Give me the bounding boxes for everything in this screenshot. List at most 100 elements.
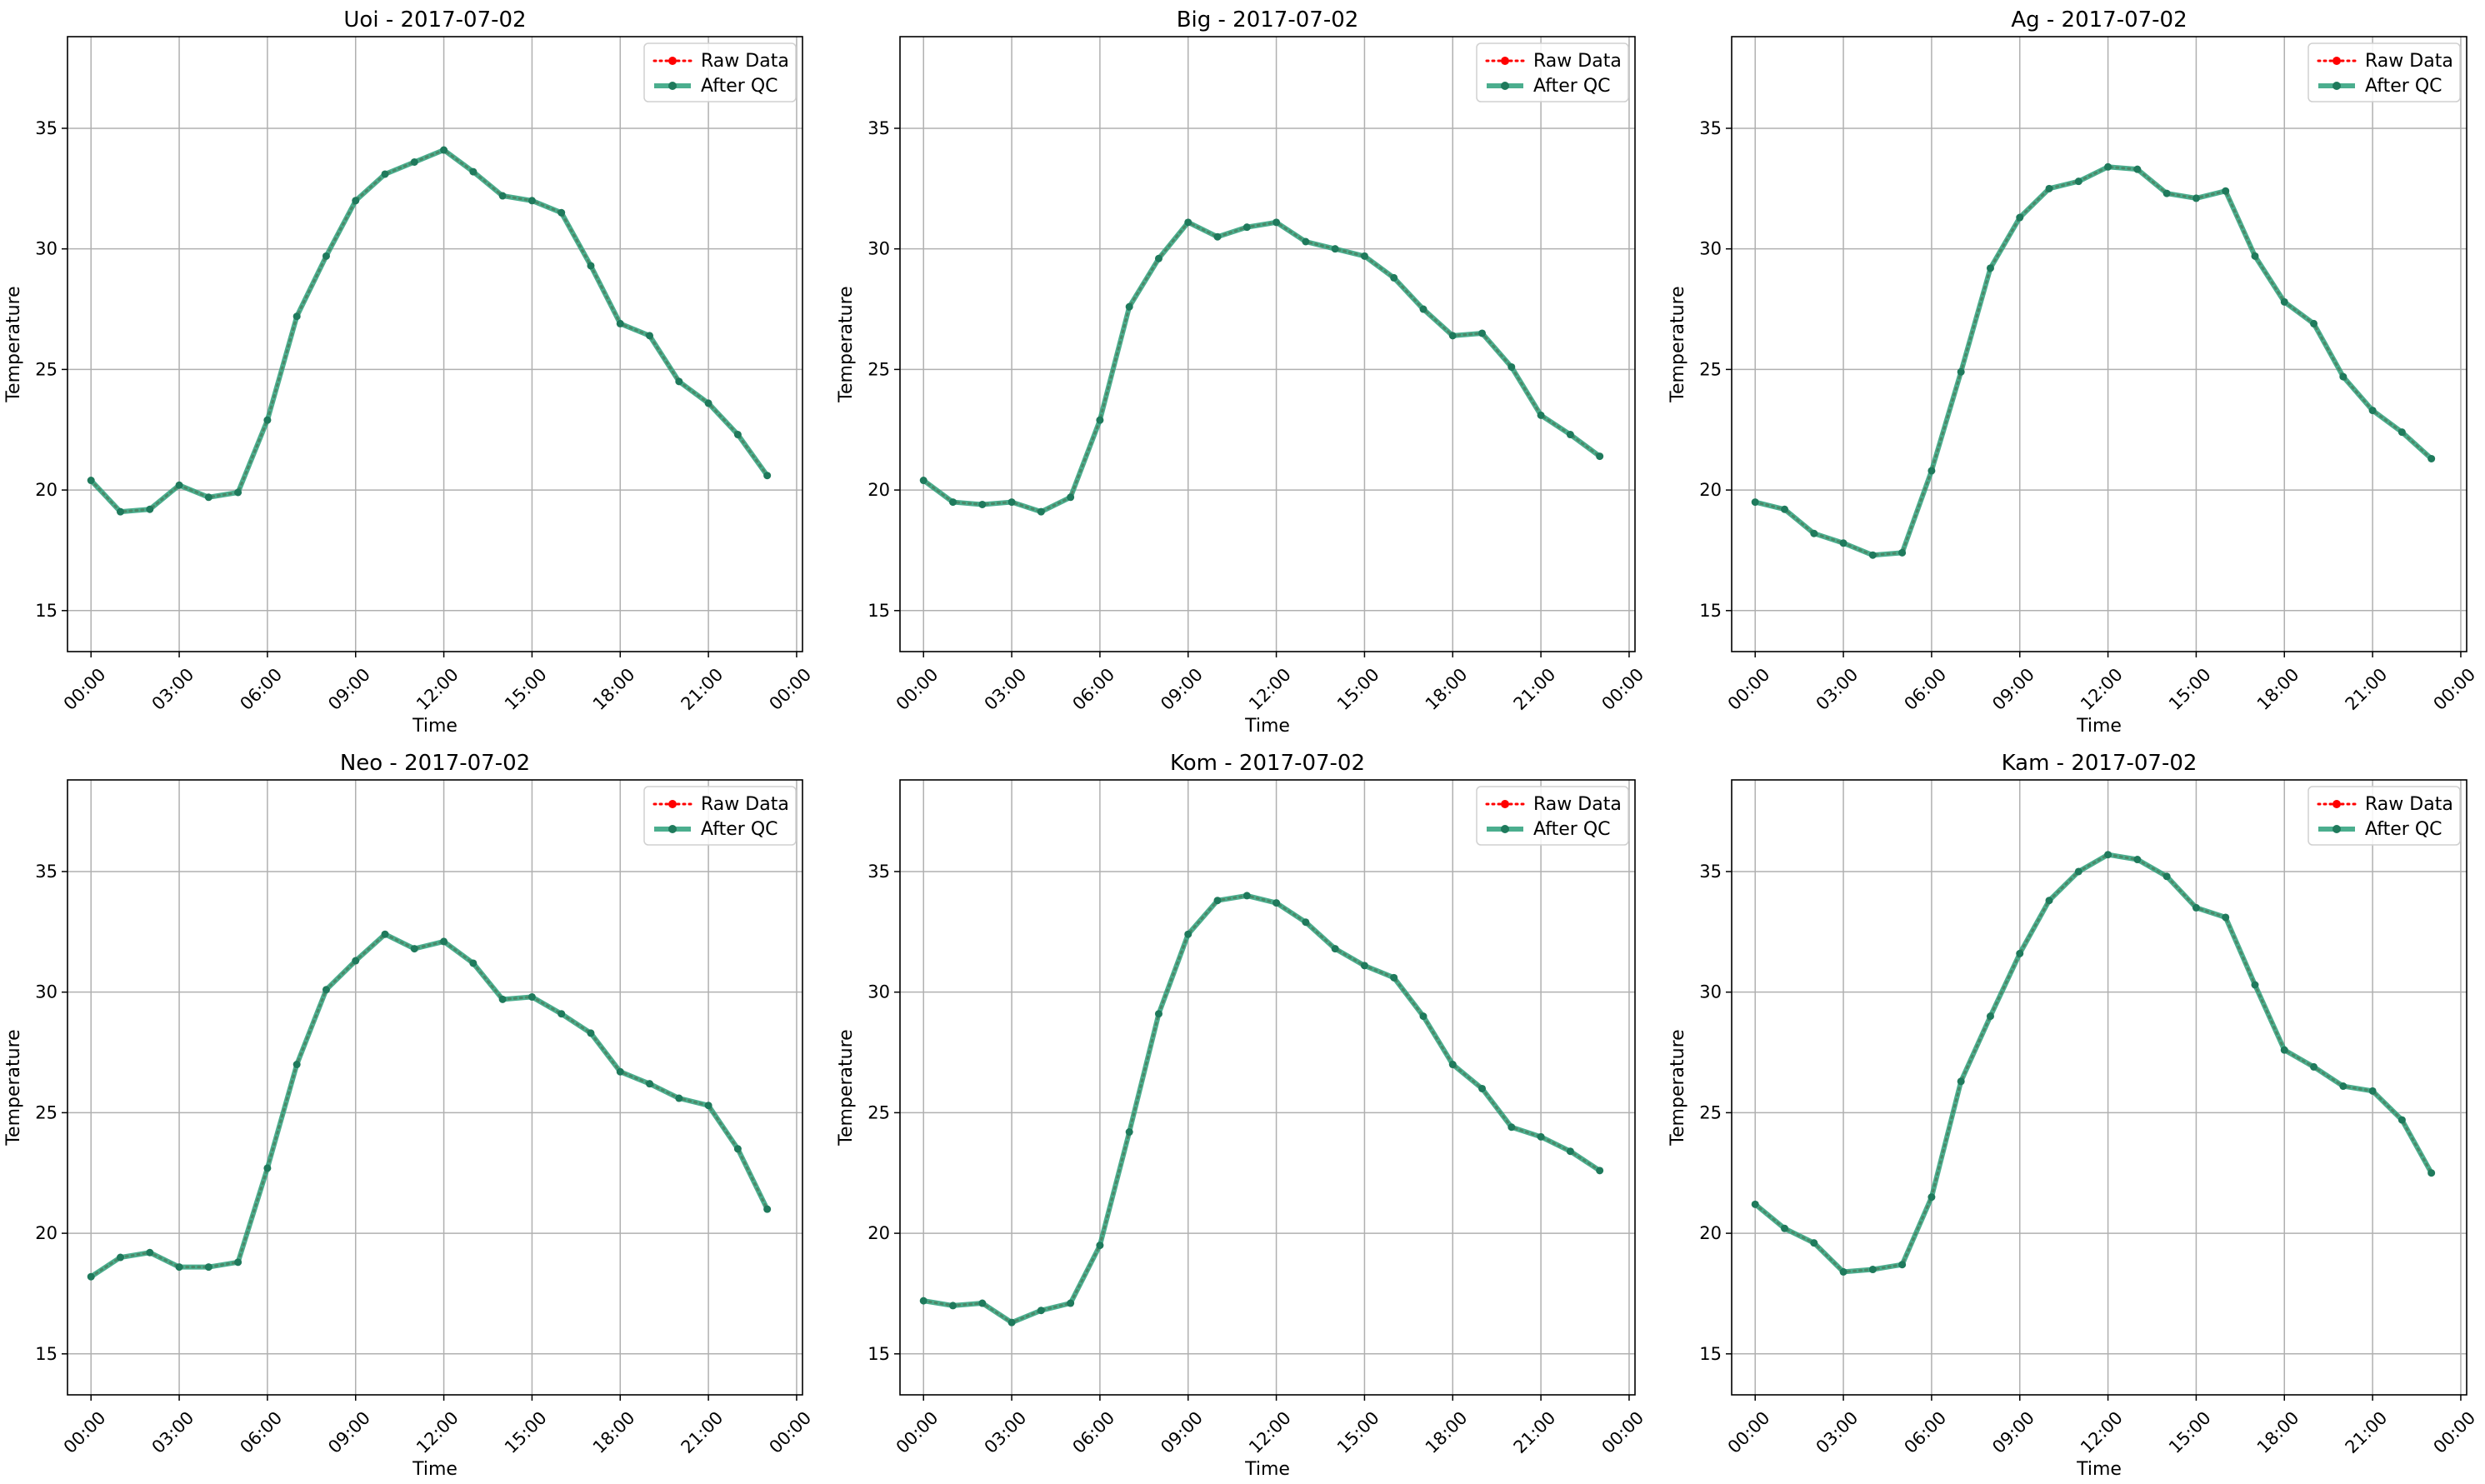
after-qc-point: [146, 505, 154, 513]
legend-raw-marker: [668, 800, 677, 808]
after-qc-point: [1986, 264, 1994, 272]
x-tick-label: 15:00: [501, 1407, 551, 1457]
y-tick-label: 35: [1699, 118, 1722, 138]
x-tick-label: 09:00: [1157, 664, 1207, 714]
x-tick-label: 06:00: [1900, 664, 1950, 714]
y-tick-label: 35: [1699, 862, 1722, 882]
legend-raw-label: Raw Data: [701, 794, 789, 815]
after-qc-point: [1448, 1061, 1457, 1069]
after-qc-point: [1184, 218, 1192, 227]
x-tick-label: 21:00: [2342, 664, 2392, 714]
chart-panel-6: 15 20 25 30 35 00:00 03:00 06:00 09:00 12:00 15:00…: [1668, 751, 2479, 1480]
x-tick-label: 00:00: [765, 664, 815, 714]
legend-raw-label: Raw Data: [701, 51, 789, 72]
after-qc-point: [1331, 245, 1339, 253]
after-qc-point: [2016, 213, 2024, 222]
x-tick-label: 09:00: [324, 664, 374, 714]
after-qc-point: [1008, 498, 1016, 507]
after-qc-point: [1839, 539, 1848, 547]
after-qc-point: [1868, 551, 1877, 559]
legend-qc-label: After QC: [701, 819, 778, 840]
after-qc-point: [1302, 918, 1310, 927]
x-tick-label: 03:00: [981, 664, 1031, 714]
x-tick-label: 03:00: [1812, 664, 1862, 714]
y-tick-label: 35: [35, 118, 58, 138]
plot-frame: [1731, 36, 2468, 652]
after-qc-point: [1928, 1193, 1936, 1202]
after-qc-point: [469, 167, 478, 176]
after-qc-point: [675, 377, 683, 386]
after-qc-point: [2192, 903, 2200, 912]
chart-title: Big - 2017-07-02: [1177, 7, 1359, 32]
after-qc-point: [2222, 187, 2230, 195]
y-tick-label: 30: [1699, 982, 1722, 1002]
after-qc-point: [733, 431, 742, 439]
x-tick-label: 09:00: [1988, 664, 2038, 714]
after-qc-point: [87, 477, 95, 485]
after-qc-point: [1751, 498, 1759, 507]
after-qc-point: [1810, 529, 1818, 537]
after-qc-point: [2368, 407, 2377, 415]
after-qc-point: [2074, 177, 2082, 186]
legend-qc-marker: [1501, 825, 1509, 833]
x-tick-label: 00:00: [60, 664, 110, 714]
after-qc-point: [528, 197, 536, 205]
after-qc-point: [1360, 252, 1368, 260]
after-qc-point: [2398, 428, 2406, 437]
y-tick-label: 15: [35, 1344, 58, 1364]
legend-raw-label: Raw Data: [1533, 51, 1622, 72]
after-qc-point: [1839, 1267, 1848, 1276]
x-tick-label: 18:00: [2253, 1407, 2303, 1457]
legend: Raw Data After QC: [1476, 786, 1629, 846]
after-qc-point: [1154, 254, 1162, 262]
after-qc-point: [352, 197, 360, 205]
after-qc-point: [2162, 872, 2171, 881]
legend: Raw Data After QC: [2308, 786, 2461, 846]
chart-title: Kom - 2017-07-02: [1170, 751, 1365, 776]
after-qc-point: [2368, 1087, 2377, 1095]
after-qc-point: [1272, 218, 1281, 227]
after-qc-point: [1331, 945, 1339, 953]
legend-qc-label: After QC: [1533, 76, 1611, 97]
after-qc-point: [1478, 329, 1487, 337]
after-qc-point: [2339, 1082, 2348, 1091]
x-tick-label: 12:00: [2077, 664, 2127, 714]
legend-raw-marker: [1501, 800, 1509, 808]
x-tick-label: 00:00: [2429, 664, 2479, 714]
after-qc-point: [1781, 505, 1789, 513]
after-qc-point: [919, 1297, 928, 1305]
after-qc-point: [1957, 367, 1965, 376]
plot-frame: [67, 36, 803, 652]
x-tick-label: 12:00: [1245, 664, 1295, 714]
plot-frame: [899, 779, 1636, 1396]
x-tick-label: 06:00: [1900, 1407, 1950, 1457]
x-tick-label: 03:00: [148, 664, 198, 714]
after-qc-point: [2162, 189, 2171, 197]
x-tick-label: 15:00: [501, 664, 551, 714]
y-tick-label: 30: [35, 239, 58, 259]
after-qc-point: [1213, 897, 1222, 905]
y-tick-label: 30: [35, 982, 58, 1002]
legend: Raw Data After QC: [1476, 42, 1629, 102]
after-qc-point: [440, 146, 448, 154]
after-qc-point: [1272, 899, 1281, 907]
after-qc-point: [146, 1248, 154, 1257]
plot-frame: [67, 779, 803, 1396]
after-qc-point: [1478, 1084, 1487, 1092]
y-axis-label: Temperature: [3, 1029, 24, 1146]
after-qc-point: [1096, 1242, 1104, 1250]
grid: [900, 780, 1635, 1395]
y-tick-label: 25: [868, 359, 890, 379]
after-qc-point: [1419, 1012, 1428, 1021]
legend-raw-label: Raw Data: [2365, 51, 2453, 72]
x-tick-label: 00:00: [2429, 1407, 2479, 1457]
x-tick-label: 00:00: [1598, 1407, 1648, 1457]
after-qc-point: [2251, 981, 2259, 989]
after-qc-point: [2339, 372, 2348, 381]
x-tick-label: 21:00: [678, 1407, 728, 1457]
x-tick-label: 00:00: [1724, 1407, 1774, 1457]
x-tick-label: 21:00: [678, 664, 728, 714]
y-axis-label: Temperature: [1668, 1029, 1688, 1146]
series-raw-data-line: [1753, 165, 2433, 557]
